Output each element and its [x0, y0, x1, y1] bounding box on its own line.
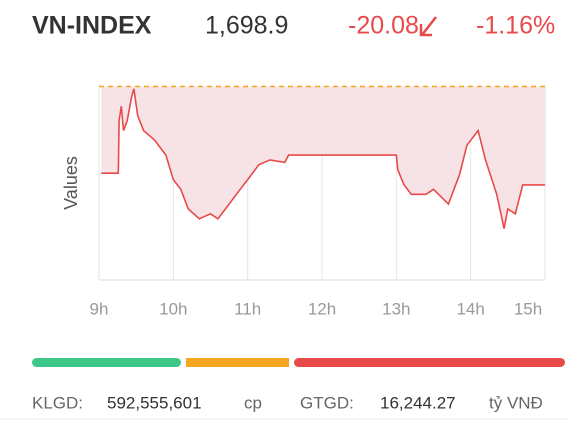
- x-tick-label: 12h: [308, 299, 336, 318]
- decline-bar: [294, 358, 565, 367]
- trade-value: 16,244.27: [380, 393, 456, 412]
- x-tick-label: 11h: [234, 299, 261, 318]
- volume: 592,555,601: [107, 393, 202, 412]
- plot: 9h 10h 11h 12h 13h 14h 15h: [90, 84, 546, 318]
- x-tick-label: 14h: [456, 299, 484, 318]
- x-tick-label: 13h: [382, 299, 410, 318]
- index-change: -20.08: [348, 12, 419, 40]
- value-label: GTGD:: [300, 393, 354, 412]
- x-tick-label: 9h: [90, 299, 109, 318]
- volume-label: KLGD:: [32, 393, 83, 412]
- index-price: 1,698.9: [205, 12, 288, 40]
- advance-bar: [32, 358, 181, 367]
- unchanged-bar: [186, 358, 289, 367]
- volume-unit: cp: [244, 393, 262, 412]
- x-tick-label: 15h: [514, 299, 542, 318]
- down-arrow-icon: [419, 16, 437, 37]
- value-unit: tỷ VNĐ: [489, 393, 543, 412]
- x-tick-label: 10h: [159, 299, 187, 318]
- y-axis-label: Values: [61, 156, 81, 210]
- index-name: VN-INDEX: [32, 12, 152, 40]
- price-line: [101, 88, 545, 229]
- area-fill: [101, 86, 545, 229]
- index-change-percent: -1.16%: [476, 12, 555, 40]
